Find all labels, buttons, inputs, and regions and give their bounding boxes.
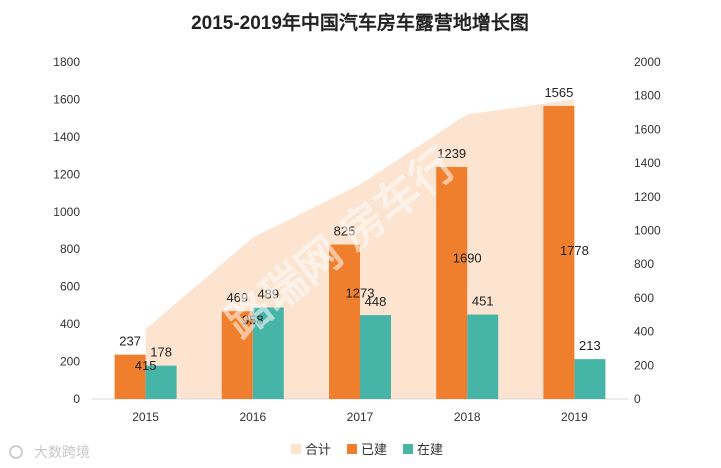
left-tick-label: 0 bbox=[73, 392, 80, 406]
left-tick-label: 800 bbox=[60, 242, 80, 256]
legend-swatch bbox=[291, 444, 301, 454]
legend: 合计 已建 在建 bbox=[291, 442, 443, 457]
bar-value-label: 489 bbox=[257, 286, 279, 301]
bar-value-label: 1565 bbox=[544, 85, 573, 100]
brand-logo: 大数跨境 bbox=[9, 444, 90, 460]
left-tick-label: 1200 bbox=[53, 167, 80, 181]
category-label: 2018 bbox=[454, 410, 481, 424]
right-tick-label: 600 bbox=[634, 291, 654, 305]
legend-swatch bbox=[347, 444, 357, 454]
category-label: 2019 bbox=[561, 410, 588, 424]
right-tick-label: 1400 bbox=[634, 156, 661, 170]
bar-value-label: 1239 bbox=[437, 146, 466, 161]
bar-在建-2017 bbox=[360, 315, 391, 399]
left-tick-label: 200 bbox=[60, 355, 80, 369]
left-tick-label: 1400 bbox=[53, 130, 80, 144]
bar-已建-2018 bbox=[436, 167, 468, 399]
legend-swatch bbox=[403, 444, 413, 454]
bar-value-label: 451 bbox=[472, 294, 494, 309]
left-axis-ticks: 0 200 400 600 800 1000 1200 1400 1600 1800 bbox=[53, 55, 80, 406]
legend-label: 在建 bbox=[417, 442, 443, 457]
bar-在建-2016 bbox=[252, 307, 284, 399]
bar-value-label: 469 bbox=[226, 290, 248, 305]
bar-已建-2017 bbox=[329, 244, 360, 399]
right-tick-label: 1000 bbox=[634, 224, 661, 238]
bar-value-label: 213 bbox=[579, 338, 601, 353]
bar-已建-2015 bbox=[114, 354, 146, 399]
total-value-label: 415 bbox=[135, 358, 157, 373]
bar-value-label: 178 bbox=[150, 345, 172, 360]
legend-label: 合计 bbox=[305, 442, 331, 457]
left-tick-label: 1000 bbox=[53, 205, 80, 219]
bar-已建-2016 bbox=[221, 311, 253, 399]
brand-text: 大数跨境 bbox=[34, 444, 90, 460]
left-tick-label: 400 bbox=[60, 317, 80, 331]
right-tick-label: 2000 bbox=[634, 55, 661, 69]
bars-layer bbox=[114, 105, 606, 399]
right-tick-label: 200 bbox=[634, 358, 654, 372]
right-axis-ticks: 0 200 400 600 800 1000 1200 1400 1600 1800 2000 bbox=[634, 55, 661, 406]
right-tick-label: 1600 bbox=[634, 122, 661, 136]
data-labels: 237 469 825 1239 1565 178 489 448 451 213 415 958 12… bbox=[119, 85, 601, 373]
bar-在建-2018 bbox=[467, 314, 499, 399]
total-value-label: 1690 bbox=[453, 251, 482, 266]
right-tick-label: 800 bbox=[634, 257, 654, 271]
category-ticks: 2015 2016 2017 2018 2019 bbox=[132, 410, 588, 424]
total-value-label: 958 bbox=[242, 312, 264, 327]
legend-label: 已建 bbox=[361, 442, 387, 457]
bar-value-label: 448 bbox=[365, 294, 387, 309]
bar-已建-2019 bbox=[543, 105, 575, 399]
category-label: 2015 bbox=[132, 410, 159, 424]
category-label: 2016 bbox=[239, 410, 266, 424]
left-tick-label: 1800 bbox=[53, 55, 80, 69]
bar-在建-2015 bbox=[145, 365, 177, 399]
right-tick-label: 1800 bbox=[634, 89, 661, 103]
left-tick-label: 600 bbox=[60, 280, 80, 294]
chart-title: 2015-2019年中国汽车房车露营地增长图 bbox=[191, 11, 529, 34]
right-tick-label: 0 bbox=[634, 392, 641, 406]
right-tick-label: 400 bbox=[634, 325, 654, 339]
bar-value-label: 237 bbox=[119, 334, 141, 349]
right-tick-label: 1200 bbox=[634, 190, 661, 204]
brand-logo-icon bbox=[9, 445, 23, 459]
total-value-label: 1778 bbox=[560, 243, 589, 258]
bar-在建-2019 bbox=[574, 359, 606, 399]
category-label: 2017 bbox=[347, 410, 374, 424]
bar-value-label: 825 bbox=[334, 224, 356, 239]
total-value-label: 1273 bbox=[346, 286, 375, 301]
left-tick-label: 1600 bbox=[53, 92, 80, 106]
